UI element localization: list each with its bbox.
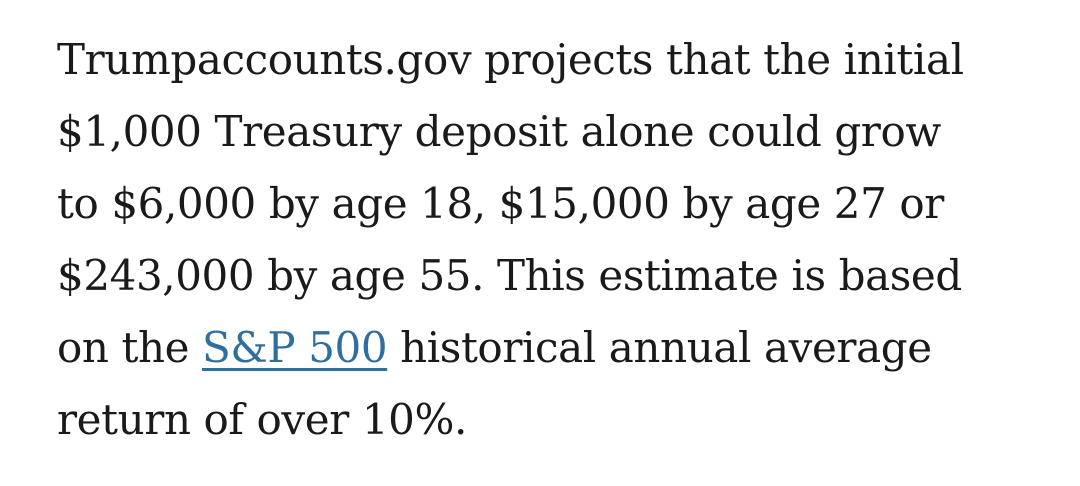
paragraph-line-1: Trumpaccounts.gov projects that the init… <box>57 35 964 84</box>
sp500-link[interactable]: S&P 500 <box>202 323 388 372</box>
paragraph-line-5: on the S&P 500 historical annual average <box>57 312 964 384</box>
paragraph-line-6: return of over 10%. <box>57 395 467 444</box>
line-5-suffix-text: historical annual average <box>387 323 932 372</box>
paragraph-line-4: $243,000 by age 55. This estimate is bas… <box>57 251 962 300</box>
paragraph-line-3: to $6,000 by age 18, $15,000 by age 27 o… <box>57 179 944 228</box>
line-5-prefix-text: on the <box>57 323 203 372</box>
paragraph-line-2: $1,000 Treasury deposit alone could grow <box>57 107 941 156</box>
article-paragraph: Trumpaccounts.gov projects that the init… <box>57 24 964 456</box>
